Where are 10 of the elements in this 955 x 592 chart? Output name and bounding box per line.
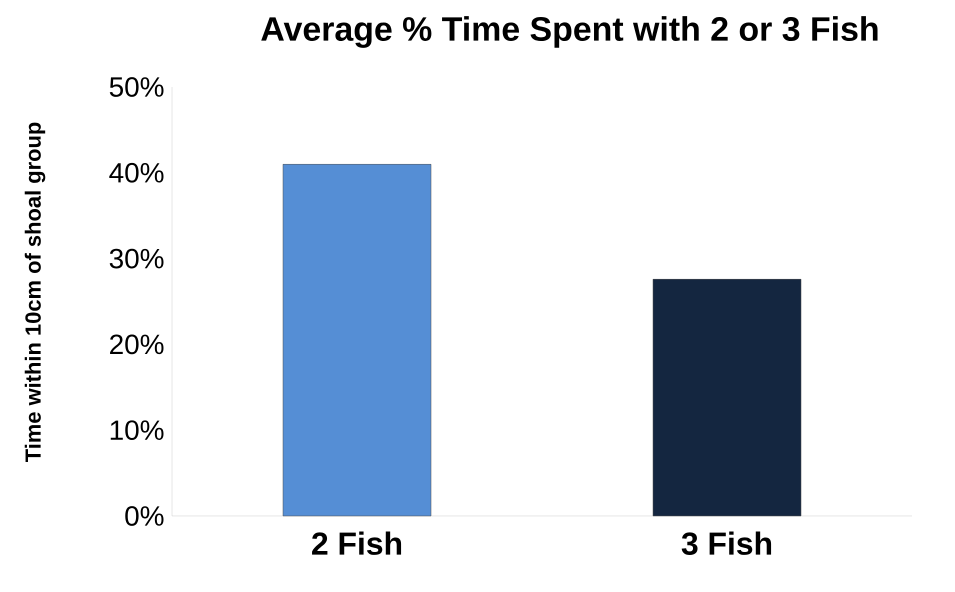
y-tick-label: 30% xyxy=(110,248,164,268)
y-axis-title: Time within 10cm of shoal group xyxy=(24,122,46,462)
y-tick-label: 0% xyxy=(125,506,164,526)
y-tick-label: 10% xyxy=(110,420,164,440)
x-tick-label: 3 Fish xyxy=(682,532,772,555)
y-tick-label: 50% xyxy=(110,77,164,97)
y-tick-label: 20% xyxy=(110,334,164,354)
chart-title: Average % Time Spent with 2 or 3 Fish xyxy=(261,16,878,48)
x-tick-label: 2 Fish xyxy=(312,532,402,555)
y-tick-label: 40% xyxy=(109,162,164,183)
